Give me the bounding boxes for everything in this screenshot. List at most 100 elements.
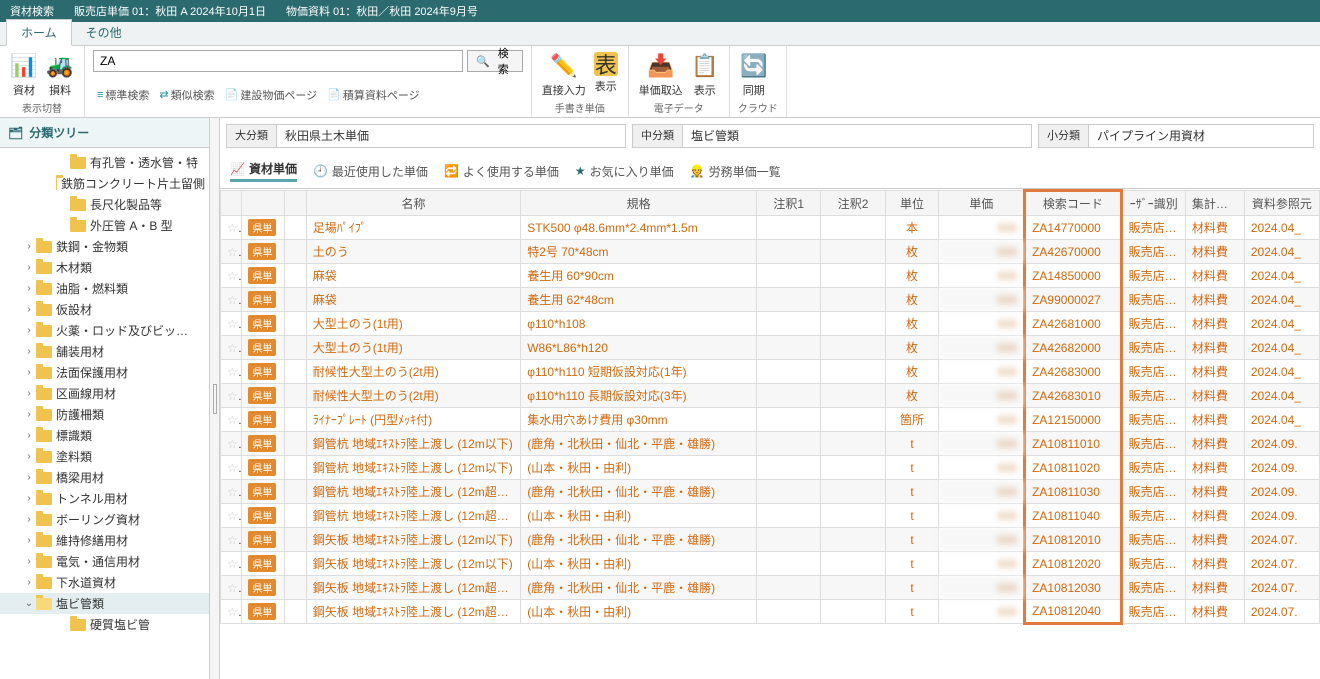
- table-row[interactable]: ☆県単ﾗｲﾅｰﾌﾟﾚｰﾄ (円型ﾒｯｷ付)集水用穴あけ費用 φ30mm箇所000…: [221, 408, 1320, 432]
- tree-item[interactable]: ›トンネル用材: [0, 488, 209, 509]
- table-row[interactable]: ☆県単耐候性大型土のう(2t用)φ110*h110 長期仮設対応(3年)枚000…: [221, 384, 1320, 408]
- tree-item[interactable]: ›橋梁用材: [0, 467, 209, 488]
- btn-display-handwrite[interactable]: 表 表示: [592, 50, 620, 96]
- btn-direct-input[interactable]: ✏️ 直接入力: [540, 50, 588, 100]
- subtab-frequent[interactable]: 🔁よく使用する単価: [444, 163, 559, 180]
- btn-import-price[interactable]: 📥 単価取込: [637, 50, 685, 100]
- mode-similar[interactable]: ⇄類似検索: [155, 85, 218, 105]
- btn-material[interactable]: 📊 資材: [8, 50, 40, 100]
- tree-item[interactable]: ›火薬・ロッド及びビッ…: [0, 320, 209, 341]
- tree-item[interactable]: 外圧管 A・B 型: [0, 215, 209, 236]
- table-row[interactable]: ☆県単大型土のう(1t用)W86*L86*h120枚000ZA42682000販…: [221, 336, 1320, 360]
- tree-item[interactable]: ›仮設材: [0, 299, 209, 320]
- table-row[interactable]: ☆県単鋼矢板 地域ｴｷｽﾄﾗ陸上渡し (12m以下)(鹿角・北秋田・仙北・平鹿・…: [221, 528, 1320, 552]
- tree-item[interactable]: ›電気・通信用材: [0, 551, 209, 572]
- tree-item[interactable]: ›油脂・燃料類: [0, 278, 209, 299]
- subtab-material-price[interactable]: 📈資材単価: [230, 160, 297, 182]
- btn-display-edata[interactable]: 📋 表示: [689, 50, 721, 100]
- cell-star[interactable]: ☆: [221, 384, 242, 408]
- cell-star[interactable]: ☆: [221, 360, 242, 384]
- th-ref[interactable]: 資料参照元: [1244, 191, 1319, 216]
- tree-item[interactable]: ›下水道資材: [0, 572, 209, 593]
- table-row[interactable]: ☆県単麻袋養生用 60*90cm枚000ZA14850000販売店単価材料費20…: [221, 264, 1320, 288]
- subtab-labor[interactable]: 👷労務単価一覧: [690, 163, 781, 180]
- search-button[interactable]: 🔍検索: [467, 50, 523, 72]
- cell-star[interactable]: ☆: [221, 600, 242, 624]
- subtab-favorite[interactable]: ★お気に入り単価: [575, 163, 674, 180]
- table-row[interactable]: ☆県単耐候性大型土のう(2t用)φ110*h110 短期仮設対応(1年)枚000…: [221, 360, 1320, 384]
- tree-item[interactable]: ›塗料類: [0, 446, 209, 467]
- table-row[interactable]: ☆県単鋼管杭 地域ｴｷｽﾄﾗ陸上渡し (12m以下)(鹿角・北秋田・仙北・平鹿・…: [221, 432, 1320, 456]
- tree-item[interactable]: ›鉄鋼・金物類: [0, 236, 209, 257]
- tree-view[interactable]: 有孔管・透水管・特鉄筋コンクリート片土留側長尺化製品等外圧管 A・B 型›鉄鋼・…: [0, 148, 209, 679]
- chevron-icon: ›: [22, 514, 36, 525]
- mode-building-price[interactable]: 📄建設物価ページ: [221, 85, 321, 105]
- cell-star[interactable]: ☆: [221, 288, 242, 312]
- cell-unit: 枚: [885, 264, 939, 288]
- tree-item[interactable]: ›区画線用材: [0, 383, 209, 404]
- tree-item[interactable]: 長尺化製品等: [0, 194, 209, 215]
- tree-item[interactable]: 硬質塩ビ管: [0, 614, 209, 635]
- cell-cat: 材料費: [1185, 216, 1244, 240]
- table-wrap[interactable]: 名称 規格 注釈1 注釈2 単位 単価 検索コード ｰｻﾞｰ識別 集計区分 資料…: [220, 189, 1320, 679]
- table-row[interactable]: ☆県単鋼矢板 地域ｴｷｽﾄﾗ陸上渡し (12m以下)(山本・秋田・由利)t000…: [221, 552, 1320, 576]
- th-unit[interactable]: 単位: [885, 191, 939, 216]
- cell-star[interactable]: ☆: [221, 264, 242, 288]
- cell-star[interactable]: ☆: [221, 480, 242, 504]
- th-code[interactable]: 検索コード: [1025, 191, 1121, 216]
- table-row[interactable]: ☆県単足場ﾊﾟｲﾌﾟSTK500 φ48.6mm*2.4mm*1.5m本000Z…: [221, 216, 1320, 240]
- mode-estimate[interactable]: 📄積算資料ページ: [323, 85, 423, 105]
- th-ann1[interactable]: 注釈1: [757, 191, 821, 216]
- cell-star[interactable]: ☆: [221, 216, 242, 240]
- tree-item[interactable]: ›法面保護用材: [0, 362, 209, 383]
- table-row[interactable]: ☆県単鋼管杭 地域ｴｷｽﾄﾗ陸上渡し (12m以下)(山本・秋田・由利)t000…: [221, 456, 1320, 480]
- tree-item[interactable]: ›ボーリング資材: [0, 509, 209, 530]
- btn-sync[interactable]: 🔄 同期: [738, 50, 770, 100]
- cell-star[interactable]: ☆: [221, 312, 242, 336]
- tree-item[interactable]: 鉄筋コンクリート片土留側: [0, 173, 209, 194]
- th-ann2[interactable]: 注釈2: [821, 191, 885, 216]
- th-cat[interactable]: 集計区分: [1185, 191, 1244, 216]
- cell-star[interactable]: ☆: [221, 504, 242, 528]
- th-star[interactable]: [221, 191, 242, 216]
- table-row[interactable]: ☆県単鋼矢板 地域ｴｷｽﾄﾗ陸上渡し (12m超18m(鹿角・北秋田・仙北・平鹿…: [221, 576, 1320, 600]
- th-user[interactable]: ｰｻﾞｰ識別: [1121, 191, 1185, 216]
- table-row[interactable]: ☆県単大型土のう(1t用)φ110*h108枚000ZA42681000販売店単…: [221, 312, 1320, 336]
- th-name[interactable]: 名称: [306, 191, 520, 216]
- cell-star[interactable]: ☆: [221, 336, 242, 360]
- tree-item[interactable]: ›標識類: [0, 425, 209, 446]
- tree-item[interactable]: 有孔管・透水管・特: [0, 152, 209, 173]
- mode-standard[interactable]: ≡標準検索: [93, 85, 153, 105]
- cell-star[interactable]: ☆: [221, 432, 242, 456]
- tree-item[interactable]: ›木材類: [0, 257, 209, 278]
- th-sp[interactable]: [285, 191, 306, 216]
- th-badge[interactable]: [242, 191, 285, 216]
- cell-star[interactable]: ☆: [221, 576, 242, 600]
- cell-star[interactable]: ☆: [221, 240, 242, 264]
- tree-item[interactable]: ›防護柵類: [0, 404, 209, 425]
- cell-star[interactable]: ☆: [221, 528, 242, 552]
- bc-large[interactable]: 大分類 秋田県土木単価: [226, 124, 626, 148]
- bc-medium[interactable]: 中分類 塩ビ管類: [632, 124, 1032, 148]
- tree-item[interactable]: ⌄塩ビ管類: [0, 593, 209, 614]
- tree-item[interactable]: ›維持修繕用材: [0, 530, 209, 551]
- tab-home[interactable]: ホーム: [6, 19, 72, 46]
- table-row[interactable]: ☆県単鋼管杭 地域ｴｷｽﾄﾗ陸上渡し (12m超18m(鹿角・北秋田・仙北・平鹿…: [221, 480, 1320, 504]
- cell-star[interactable]: ☆: [221, 552, 242, 576]
- search-input[interactable]: [93, 50, 463, 72]
- cell-star[interactable]: ☆: [221, 408, 242, 432]
- tree-item[interactable]: ›舗装用材: [0, 341, 209, 362]
- table-row[interactable]: ☆県単鋼矢板 地域ｴｷｽﾄﾗ陸上渡し (12m超18m(山本・秋田・由利)t00…: [221, 600, 1320, 624]
- cell-star[interactable]: ☆: [221, 456, 242, 480]
- btn-loss[interactable]: 🚜 損料: [44, 50, 76, 100]
- tab-other[interactable]: その他: [72, 20, 136, 45]
- th-spec[interactable]: 規格: [521, 191, 757, 216]
- table-row[interactable]: ☆県単鋼管杭 地域ｴｷｽﾄﾗ陸上渡し (12m超18m(山本・秋田・由利)t00…: [221, 504, 1320, 528]
- splitter[interactable]: [210, 118, 220, 679]
- table-row[interactable]: ☆県単麻袋養生用 62*48cm枚000ZA99000027販売店単価材料費20…: [221, 288, 1320, 312]
- cell-price: 000: [939, 456, 1025, 480]
- bc-small[interactable]: 小分類 パイプライン用資材: [1038, 124, 1314, 148]
- subtab-recent[interactable]: 🕘最近使用した単価: [313, 163, 428, 180]
- th-price[interactable]: 単価: [939, 191, 1025, 216]
- table-row[interactable]: ☆県単土のう特2号 70*48cm枚000ZA42670000販売店単価材料費2…: [221, 240, 1320, 264]
